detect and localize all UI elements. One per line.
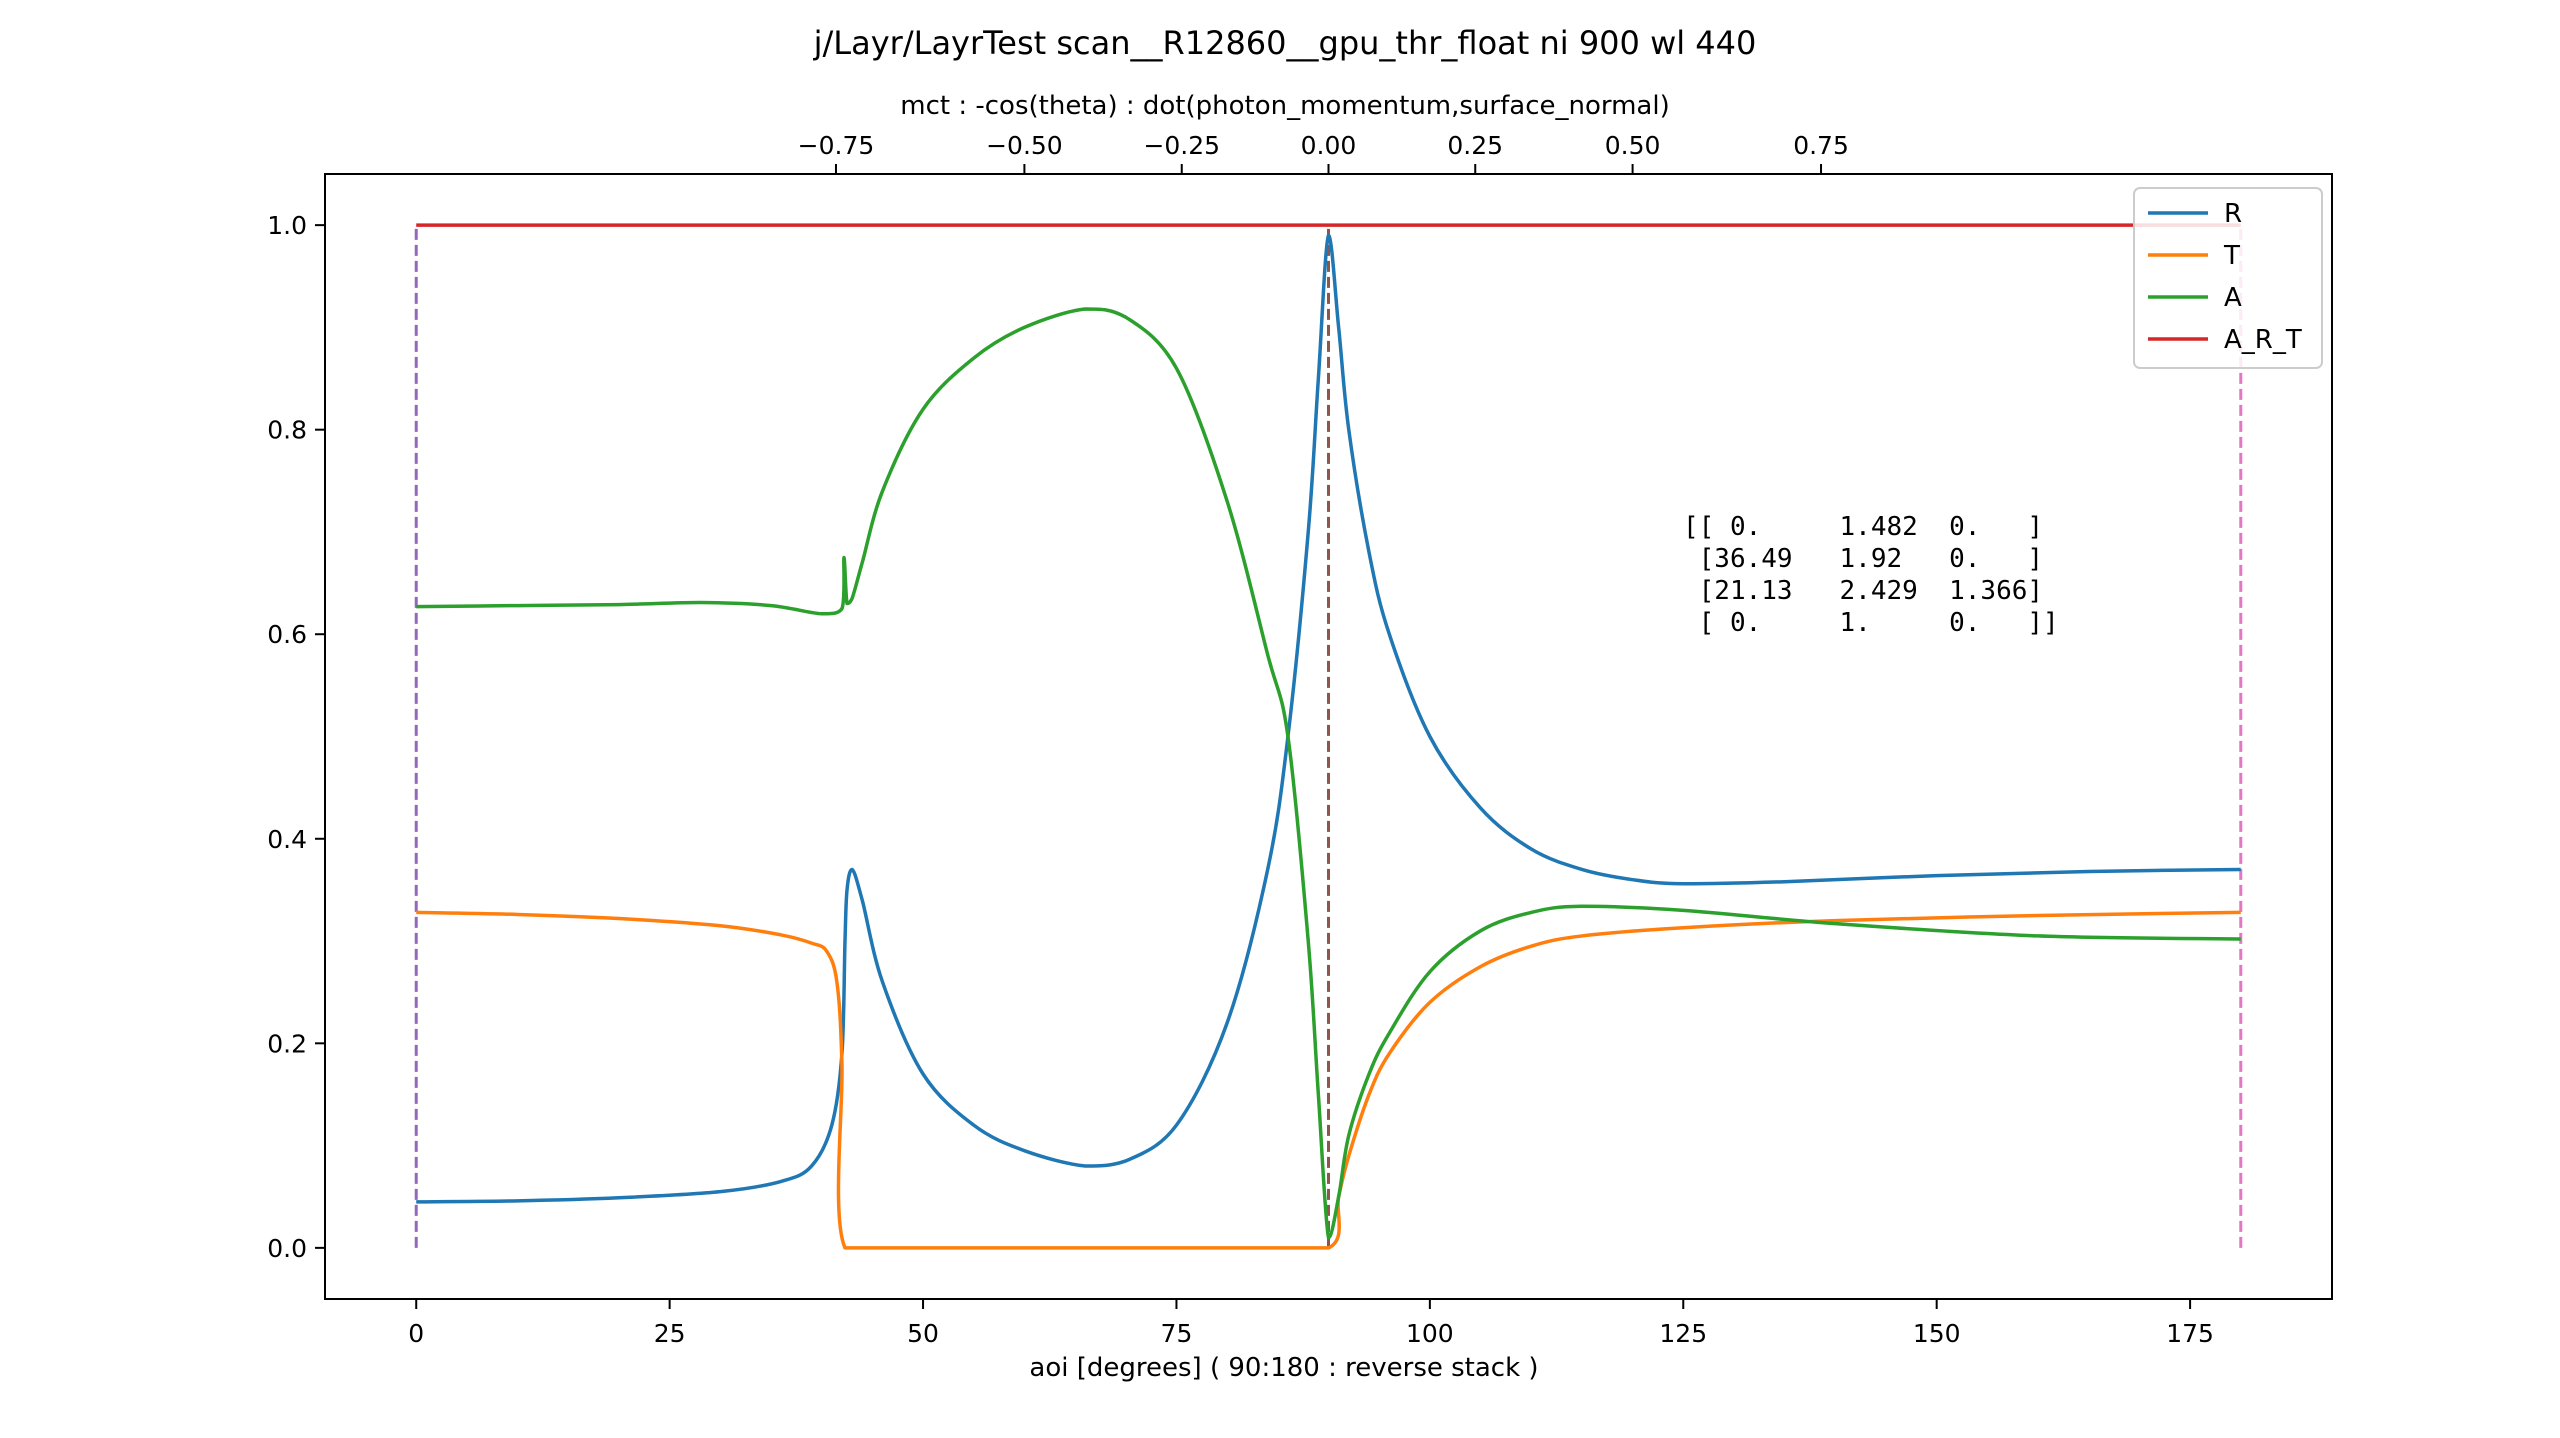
x-axis-label: aoi [degrees] ( 90:180 : reverse stack ): [1029, 1353, 1538, 1383]
legend-label: T: [2223, 241, 2240, 271]
y-tick-label: 0.8: [267, 416, 307, 445]
y-axis-ticks: 0.0 0.2 0.4 0.6 0.8 1.0: [267, 211, 325, 1263]
chart-title: j/Layr/LayrTest scan__R12860__gpu_thr_fl…: [813, 24, 1757, 62]
annotation-line: [[ 0. 1.482 0. ]: [1683, 512, 2043, 542]
annotation-line: [21.13 2.429 1.366]: [1683, 576, 2043, 606]
top-tick-label: 0.00: [1301, 131, 1357, 160]
x-tick-label: 75: [1161, 1319, 1193, 1348]
y-tick-label: 0.2: [267, 1029, 307, 1058]
series-lines: [416, 223, 2241, 1250]
x-tick-label: 100: [1406, 1319, 1454, 1348]
matrix-annotation: [[ 0. 1.482 0. ] [36.49 1.92 0. ] [21.13…: [1683, 512, 2059, 638]
x-axis-ticks: 0 25 50 75 100 125 150 175: [408, 1299, 2214, 1348]
annotation-line: [ 0. 1. 0. ]]: [1683, 608, 2059, 638]
series-line-t: [416, 910, 2241, 1250]
plot-frame: [324, 173, 2333, 1300]
y-tick-label: 0.6: [267, 620, 307, 649]
top-axis-label: mct : -cos(theta) : dot(photon_momentum,…: [900, 91, 1669, 121]
annotation-line: [36.49 1.92 0. ]: [1683, 544, 2043, 574]
vertical-markers: [414, 225, 2243, 1248]
legend-label: A_R_T: [2224, 325, 2302, 355]
x-tick-label: 25: [654, 1319, 686, 1348]
x-tick-label: 150: [1913, 1319, 1961, 1348]
top-tick-label: 0.50: [1605, 131, 1661, 160]
top-tick-label: 0.25: [1447, 131, 1503, 160]
x-tick-label: 0: [408, 1319, 424, 1348]
x-tick-label: 50: [907, 1319, 939, 1348]
x-tick-label: 175: [2166, 1319, 2214, 1348]
y-tick-label: 1.0: [267, 211, 307, 240]
y-tick-label: 0.0: [267, 1234, 307, 1263]
legend: RTA A_R_T: [2133, 187, 2323, 369]
top-tick-label: −0.25: [1143, 131, 1220, 160]
top-tick-label: 0.75: [1793, 131, 1849, 160]
series-line-a: [416, 307, 2241, 1240]
legend-label: R: [2224, 199, 2242, 229]
y-tick-label: 0.4: [267, 825, 307, 854]
top-tick-label: −0.50: [986, 131, 1063, 160]
legend-label: A: [2224, 283, 2242, 313]
top-axis-ticks: −0.75 −0.50 −0.25 0.00 0.25 0.50 0.75: [798, 131, 1849, 174]
legend-box: [2133, 187, 2323, 369]
x-tick-label: 125: [1659, 1319, 1707, 1348]
top-tick-label: −0.75: [798, 131, 875, 160]
